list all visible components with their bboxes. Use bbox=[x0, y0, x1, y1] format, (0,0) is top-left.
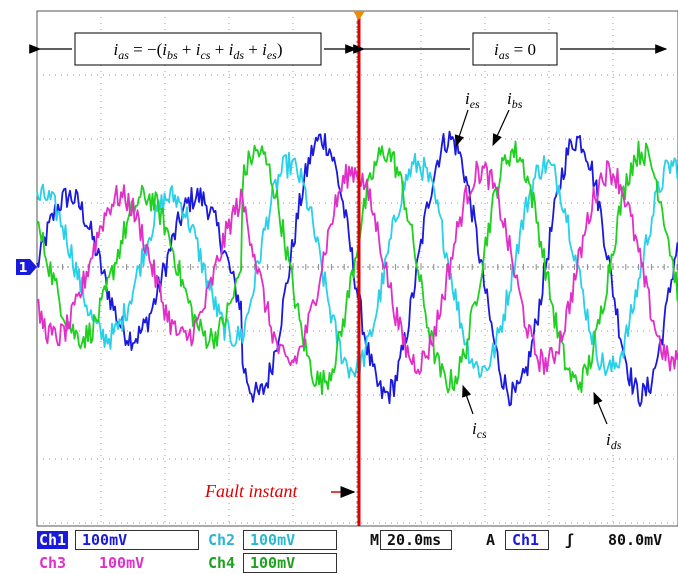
pointer-ics bbox=[462, 384, 474, 415]
pointer-ibs bbox=[492, 109, 510, 147]
fault-instant-label: Fault instant bbox=[204, 481, 299, 501]
trigger-mode: A bbox=[486, 531, 496, 549]
ch3-scale: 100mV bbox=[99, 554, 145, 572]
trigger-source: Ch1 bbox=[505, 530, 549, 550]
waveform-i-ds bbox=[36, 160, 678, 375]
ch1-ground-marker bbox=[16, 259, 30, 275]
status-bar: Ch1 100mV Ch2 100mV M 20.0ms A Ch1 ʃ 80.… bbox=[0, 527, 678, 574]
pointer-ids bbox=[593, 391, 608, 425]
ch1-tag[interactable]: Ch1 bbox=[37, 531, 69, 549]
before-equation: ias = −(ibs + ics + ids + ies) bbox=[114, 40, 283, 62]
trigger-position-marker bbox=[353, 11, 365, 20]
ch2-tag[interactable]: Ch2 bbox=[208, 531, 236, 549]
ch3-tag[interactable]: Ch3 bbox=[39, 554, 67, 572]
trigger-level: 80.0mV bbox=[608, 531, 663, 549]
trigger-slope-icon: ʃ bbox=[565, 531, 575, 549]
waveform-group bbox=[36, 130, 678, 407]
ch1-ground-pointer bbox=[30, 259, 37, 275]
ch1-ground-label: 1 bbox=[18, 261, 27, 276]
ch4-tag[interactable]: Ch4 bbox=[208, 554, 236, 572]
ch1-scale: 100mV bbox=[75, 530, 199, 550]
waveform-i-cs bbox=[36, 140, 678, 396]
waveform-i-as bbox=[36, 130, 678, 407]
waveform-i-bs bbox=[36, 151, 678, 379]
ch4-scale: 100mV bbox=[243, 553, 337, 573]
timebase-value: 20.0ms bbox=[380, 530, 452, 550]
ch2-scale: 100mV bbox=[243, 530, 337, 550]
timebase-prefix: M bbox=[370, 531, 380, 549]
after-equation: ias = 0 bbox=[494, 40, 536, 62]
before-equation-box bbox=[74, 32, 322, 66]
pointer-ies bbox=[454, 109, 469, 148]
after-equation-box bbox=[472, 32, 558, 66]
